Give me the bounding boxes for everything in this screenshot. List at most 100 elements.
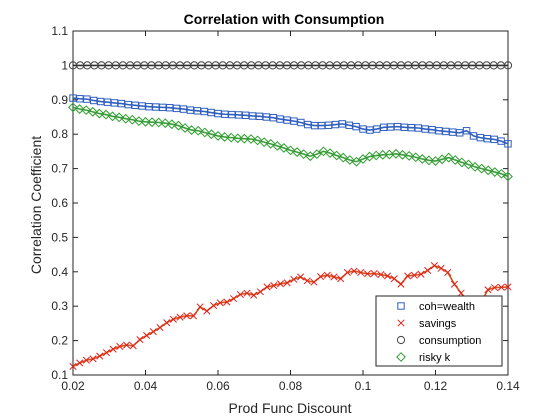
- data-point: [424, 266, 432, 274]
- data-point: [443, 152, 454, 163]
- data-point: [407, 123, 416, 132]
- data-point: [145, 102, 153, 111]
- data-point: [391, 148, 401, 159]
- data-point: [496, 168, 507, 179]
- data-point: [176, 313, 184, 321]
- data-point: [250, 291, 258, 299]
- x-axis-label: Prod Func Discount: [229, 400, 352, 416]
- data-point: [179, 105, 188, 113]
- data-point: [350, 267, 358, 275]
- data-point: [331, 150, 342, 161]
- data-point: [290, 275, 298, 283]
- data-point: [124, 100, 132, 109]
- data-point: [169, 315, 177, 323]
- data-point: [116, 342, 124, 351]
- data-point: [180, 123, 190, 133]
- data-point: [463, 159, 474, 170]
- data-point: [390, 275, 398, 283]
- y-tick-label: 0.6: [51, 196, 68, 210]
- data-point: [252, 135, 263, 146]
- data-point: [442, 127, 450, 136]
- data-point: [444, 268, 452, 277]
- data-point: [74, 104, 85, 114]
- data-point: [380, 123, 388, 132]
- data-point: [207, 108, 215, 117]
- data-point: [255, 112, 264, 121]
- data-point: [193, 125, 204, 136]
- data-point: [345, 121, 353, 129]
- series-savings: [69, 262, 512, 370]
- data-point: [351, 156, 362, 167]
- data-point: [393, 122, 402, 131]
- data-point: [221, 110, 229, 118]
- data-point: [417, 270, 425, 278]
- data-point: [503, 171, 513, 182]
- x-tick-label: 0.06: [206, 379, 230, 393]
- x-tick-label: 0.14: [496, 379, 520, 393]
- data-point: [143, 331, 151, 339]
- legend-item: risky k: [396, 352, 451, 364]
- series-risky-k: [68, 102, 513, 182]
- data-point: [69, 362, 77, 370]
- data-point: [397, 149, 408, 160]
- data-point: [386, 123, 395, 131]
- data-point: [110, 99, 119, 107]
- data-point: [241, 111, 250, 119]
- data-point: [457, 289, 465, 297]
- data-point: [469, 132, 478, 140]
- data-point: [310, 121, 319, 130]
- data-point: [283, 116, 291, 124]
- data-point: [490, 135, 498, 144]
- data-point: [331, 120, 340, 129]
- data-point: [497, 283, 505, 291]
- data-point: [324, 121, 333, 129]
- data-point: [129, 342, 137, 350]
- data-point: [165, 104, 174, 112]
- data-point: [138, 102, 146, 110]
- data-point: [455, 129, 464, 137]
- series-layer: [68, 61, 513, 370]
- data-point: [317, 273, 325, 281]
- data-point: [159, 103, 167, 112]
- y-tick-label: 0.3: [51, 299, 68, 313]
- series-line: [72, 106, 509, 178]
- data-point: [209, 301, 218, 310]
- data-point: [484, 286, 492, 294]
- data-point: [90, 96, 98, 105]
- data-point: [343, 268, 351, 277]
- data-point: [483, 165, 494, 176]
- data-point: [338, 120, 346, 128]
- data-point: [96, 352, 104, 360]
- legend-label: risky k: [419, 352, 451, 364]
- data-point: [127, 114, 138, 125]
- y-tick-label: 1: [61, 58, 68, 72]
- legend-item: consumption: [396, 335, 481, 347]
- data-point: [366, 126, 374, 134]
- data-point: [140, 116, 151, 127]
- data-point: [203, 307, 211, 315]
- data-point: [503, 61, 513, 70]
- data-point: [149, 328, 157, 336]
- data-point: [298, 149, 309, 160]
- data-point: [82, 356, 90, 364]
- data-point: [470, 161, 480, 172]
- data-point: [189, 312, 198, 320]
- data-point: [87, 106, 98, 117]
- data-point: [410, 152, 421, 163]
- data-point: [357, 268, 365, 277]
- data-point: [152, 103, 160, 111]
- y-tick-label: 0.7: [51, 162, 68, 176]
- data-point: [373, 125, 381, 133]
- data-point: [81, 105, 92, 116]
- data-point: [183, 312, 191, 320]
- data-point: [272, 140, 283, 151]
- legend-item: savings: [397, 318, 457, 330]
- data-point: [283, 279, 291, 287]
- data-point: [504, 283, 512, 291]
- data-point: [122, 341, 131, 349]
- data-point: [147, 117, 157, 128]
- legend-marker: [396, 352, 406, 362]
- data-point: [248, 112, 257, 120]
- data-point: [276, 115, 284, 123]
- legend-label: consumption: [419, 335, 481, 347]
